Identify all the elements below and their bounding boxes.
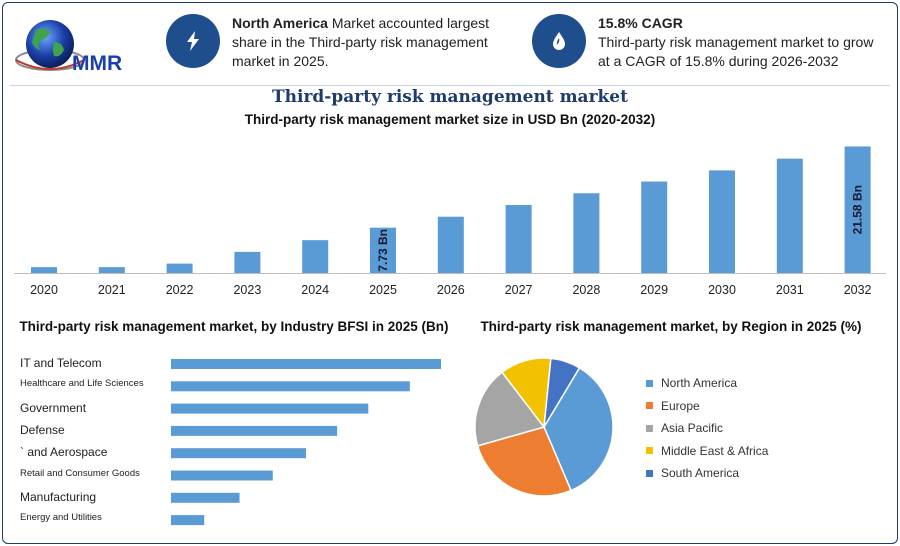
bar-2027 <box>505 204 532 273</box>
x-tick-label: 2023 <box>233 283 261 297</box>
bar-2023 <box>234 251 261 273</box>
legend-item: North America <box>646 372 768 395</box>
leaf-drop-icon <box>532 14 586 68</box>
highlight-north-america: North America Market accounted largest s… <box>166 14 496 71</box>
industry-bar <box>171 359 441 369</box>
legend-item: Middle East & Africa <box>646 440 768 463</box>
industry-label: Healthcare and Life Sciences <box>20 378 144 390</box>
legend-swatch <box>646 447 653 455</box>
legend-swatch <box>646 469 653 477</box>
x-tick-label: 2022 <box>166 283 194 297</box>
data-label: 7.73 Bn <box>376 229 390 272</box>
industry-label: Manufacturing <box>20 489 97 504</box>
lightning-icon <box>166 14 220 68</box>
pie-slice-south-america <box>543 357 581 428</box>
pie-slice-asia-pacific <box>474 371 546 447</box>
industry-bar <box>171 515 205 526</box>
bar-2021 <box>98 267 125 273</box>
bar-2025 <box>370 227 396 273</box>
x-tick-label: 2030 <box>708 283 736 297</box>
highlight-text: 15.8% CAGR Third-party risk management ma… <box>598 14 884 71</box>
x-tick-label: 2026 <box>437 283 465 297</box>
mmr-logo: MMR <box>14 14 144 80</box>
market-size-bar-chart: 2020 2021 2022 2023 2024 2025 2026 2027 2028 2029… <box>14 146 886 297</box>
x-tick-label: 2020 <box>30 283 58 297</box>
industry-label: IT and Telecom <box>20 356 102 370</box>
industry-bar <box>171 381 410 392</box>
pie-slice-europe <box>476 426 573 497</box>
x-tick-label: 2021 <box>98 283 126 297</box>
legend-swatch <box>646 379 653 387</box>
x-tick-label: 2027 <box>505 283 533 297</box>
bar-2030 <box>709 170 735 273</box>
data-label: 21.58 Bn <box>851 185 865 234</box>
legend-swatch <box>646 424 653 432</box>
industry-label: Defense <box>20 422 65 437</box>
industry-bar <box>171 403 369 414</box>
legend-item: South America <box>646 462 768 485</box>
bar-2032 <box>844 146 871 273</box>
region-legend: North America Europe Asia Pacific Middle Ea… <box>646 372 768 485</box>
highlight-bold: North America <box>232 15 328 31</box>
highlight-body: Market accounted largest share in the Th… <box>232 15 490 69</box>
logo-text: MMR <box>72 52 122 75</box>
legend-label: Europe <box>661 398 700 413</box>
bar-2028 <box>573 193 600 273</box>
legend-label: South America <box>661 466 740 481</box>
highlight-bold: 15.8% CAGR <box>598 15 683 31</box>
legend-label: Middle East & Africa <box>661 443 769 458</box>
x-tick-label: 2028 <box>572 283 600 297</box>
industry-label: ` and Aerospace <box>20 445 108 460</box>
legend-item: Asia Pacific <box>646 417 768 440</box>
highlight-text: North America Market accounted largest s… <box>232 14 496 71</box>
x-tick-label: 2029 <box>640 283 668 297</box>
industry-bar <box>171 492 240 503</box>
bar-2029 <box>641 181 668 273</box>
bar-2031 <box>776 158 803 273</box>
region-pie-chart <box>474 357 614 497</box>
highlight-cagr: 15.8% CAGR Third-party risk management ma… <box>532 14 884 71</box>
bar-2024 <box>302 240 329 273</box>
legend-swatch <box>646 402 653 410</box>
industry-bar <box>171 425 338 436</box>
x-tick-label: 2024 <box>301 283 329 297</box>
bar-2022 <box>166 263 193 273</box>
industry-label: Retail and Consumer Goods <box>20 467 140 479</box>
industry-bar <box>171 470 273 481</box>
header-divider <box>10 85 890 86</box>
industry-bar <box>171 448 306 459</box>
x-tick-label: 2031 <box>776 283 804 297</box>
region-chart-title: Third-party risk management market, by R… <box>480 319 862 334</box>
industry-label: Government <box>20 400 87 415</box>
x-tick-label: 2032 <box>844 283 872 297</box>
legend-label: Asia Pacific <box>661 421 724 436</box>
industry-label: Energy and Utilities <box>20 512 102 524</box>
legend-label: North America <box>661 376 738 391</box>
legend-item: Europe <box>646 395 768 418</box>
chart-subtitle: Third-party risk management market size … <box>244 112 656 127</box>
highlight-body: Third-party risk management market to gr… <box>598 34 874 69</box>
bar-2020 <box>31 267 57 273</box>
x-tick-label: 2025 <box>369 283 397 297</box>
industry-chart-title: Third-party risk management market, by I… <box>19 319 449 334</box>
bar-2026 <box>437 216 464 273</box>
industry-bar-chart <box>171 359 441 526</box>
chart-main-title: Third-party risk management market <box>272 87 628 107</box>
